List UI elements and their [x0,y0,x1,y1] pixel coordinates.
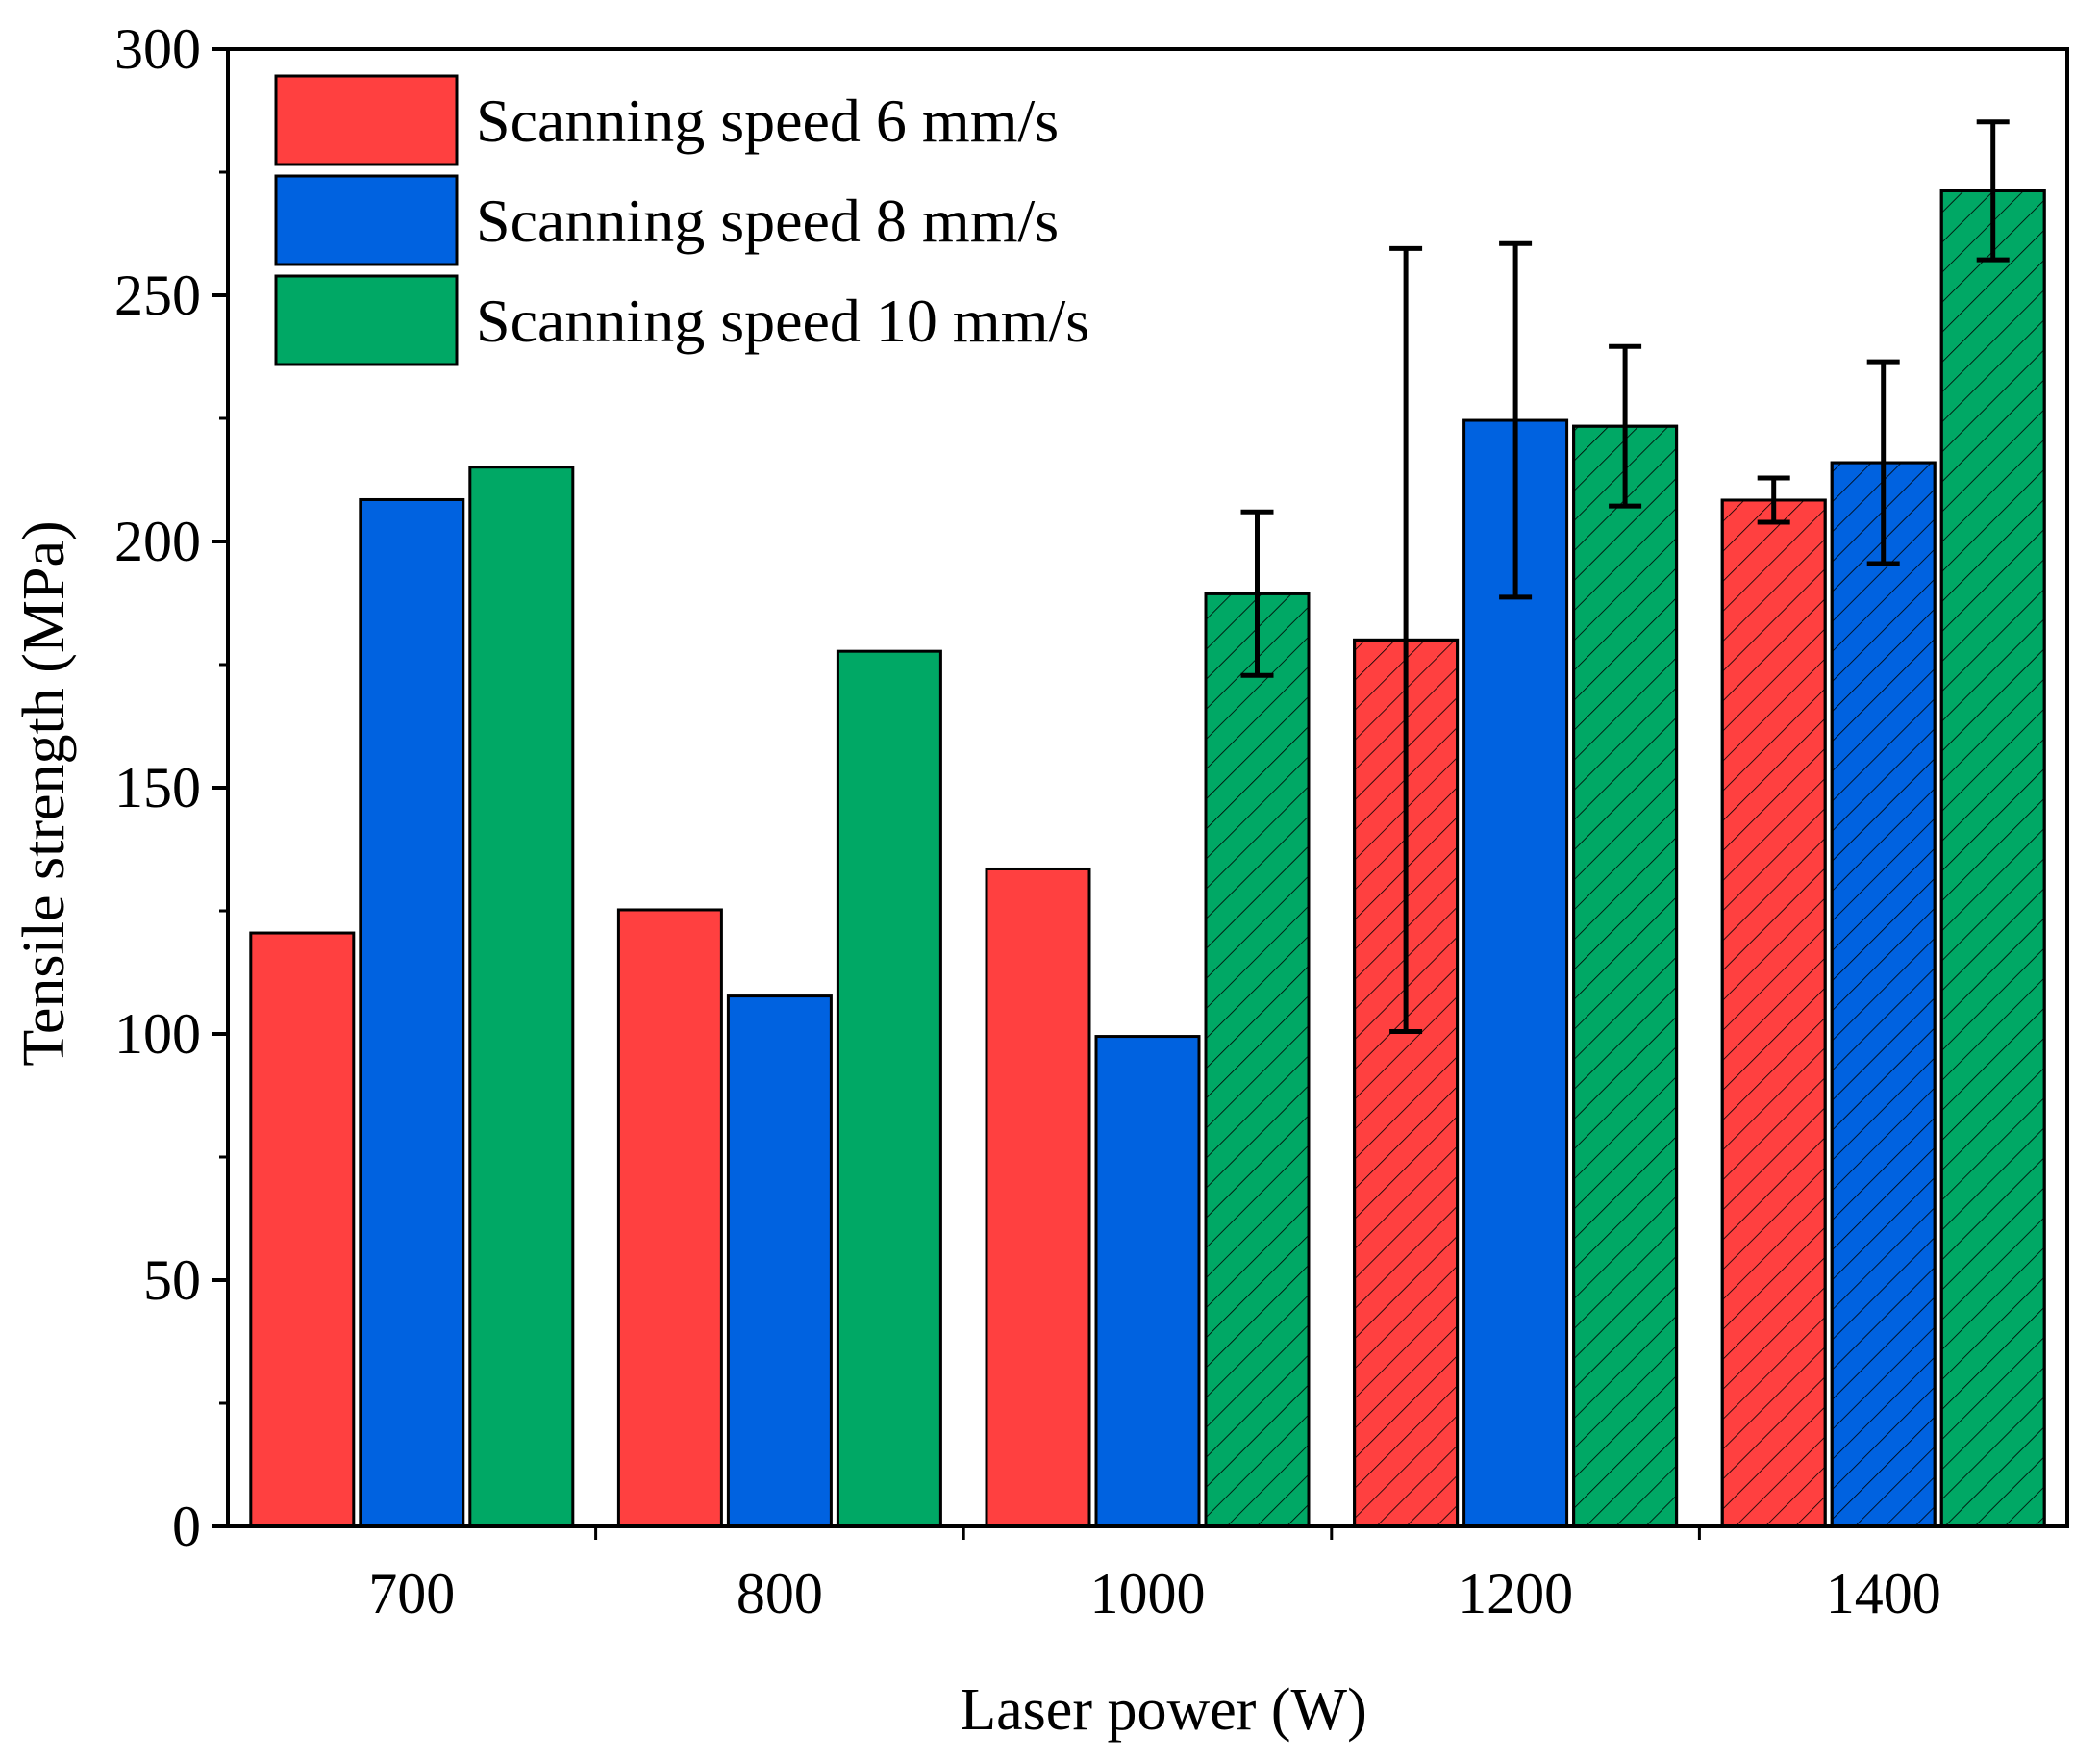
bar-700-series-3 [468,466,575,1528]
bar-1200-series-2 [1462,418,1569,1528]
x-tick-label-800: 800 [737,1562,823,1625]
x-tick-label-1200: 1200 [1458,1562,1573,1625]
legend-label-series-1: Scanning speed 6 mm/s [476,87,1059,155]
x-tick-label-700: 700 [368,1562,455,1625]
legend-label-series-3: Scanning speed 10 mm/s [476,287,1089,355]
bar-800-series-1 [616,908,723,1528]
y-axis-title: Tensile strength (MPa) [12,520,77,1066]
y-tick-label-200: 200 [114,510,201,573]
y-tick-label-250: 250 [114,264,201,327]
y-tick-label-150: 150 [114,756,201,819]
bar-700-series-2 [359,497,465,1528]
legend-swatch-series-3 [274,274,459,366]
y-tick-label-300: 300 [114,17,201,81]
x-tick-label-1000: 1000 [1090,1562,1206,1625]
bar-700-series-1 [249,931,356,1528]
legend: Scanning speed 6 mm/s Scanning speed 8 mm… [274,74,1089,366]
bars-layer [249,189,2046,1528]
bar-800-series-2 [726,994,833,1528]
legend-swatch-series-2 [274,174,459,266]
bar-1000-series-2 [1094,1035,1201,1528]
axes-layer: 700 800 1000 1200 1400 0 50 100 150 200 250 300 [114,17,2069,1625]
legend-swatch-series-1 [274,74,459,166]
y-tick-label-50: 50 [143,1248,201,1312]
bar-800-series-3 [836,649,942,1528]
y-tick-label-0: 0 [172,1495,201,1558]
bar-hatch-1400-series-3 [1939,189,2046,1528]
x-tick-label-1400: 1400 [1826,1562,1941,1625]
bar-hatch-1400-series-2 [1830,461,1937,1528]
x-axis-title: Laser power (W) [960,1677,1366,1743]
legend-label-series-2: Scanning speed 8 mm/s [476,187,1059,255]
bar-1000-series-1 [985,867,1091,1528]
y-tick-label-100: 100 [114,1002,201,1066]
bar-hatch-1200-series-3 [1572,424,1679,1528]
error-bars-layer [1240,119,2010,1034]
bar-hatch-1400-series-1 [1720,498,1827,1528]
bar-hatch-1000-series-3 [1204,592,1311,1528]
